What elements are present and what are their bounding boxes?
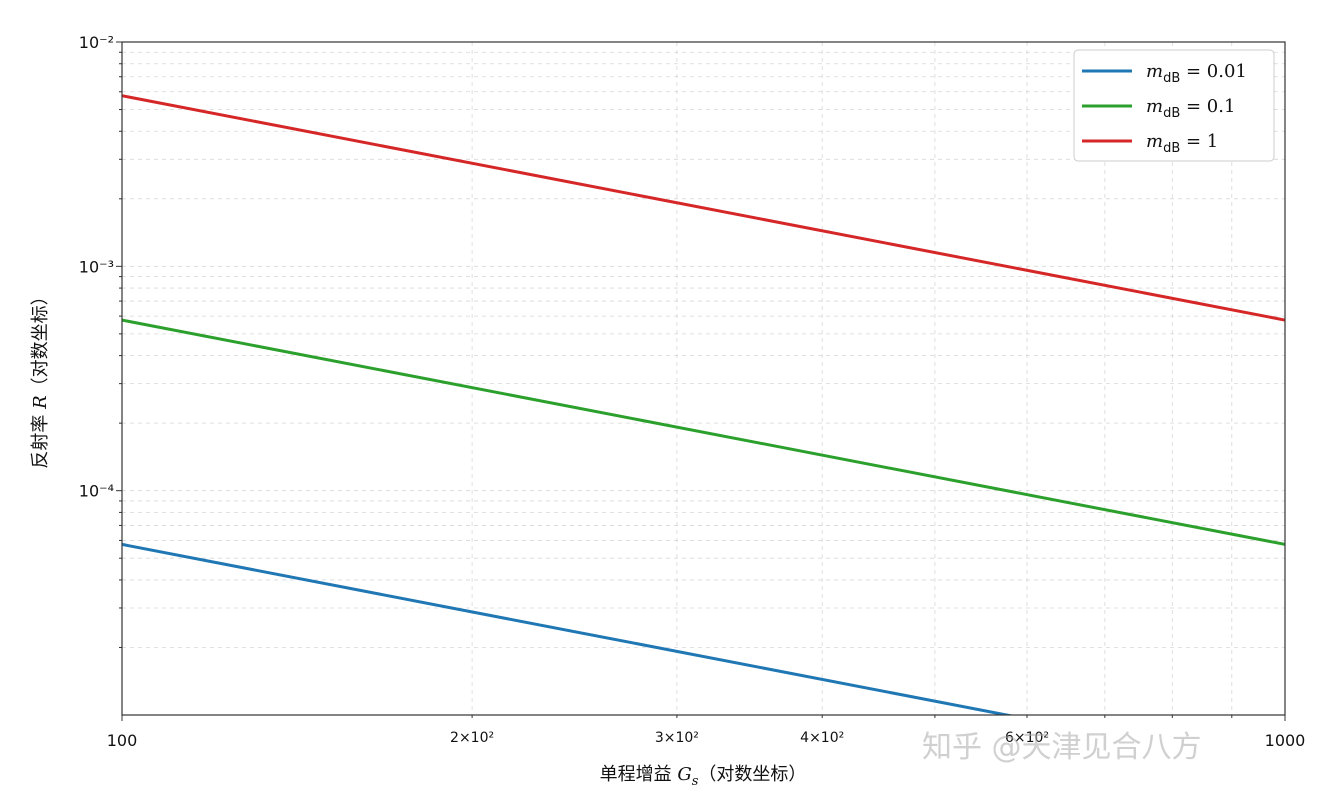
x-minor-tick-label: 6×10² <box>1005 730 1049 746</box>
x-axis-label-prefix: 单程增益 <box>600 764 678 785</box>
legend-label: mdB = 0.1 <box>1146 96 1235 121</box>
y-axis-var: R <box>30 395 51 410</box>
x-minor-tick-label: 2×10² <box>450 730 494 746</box>
x-tick-label: 100 <box>107 731 138 750</box>
axis-ticks: 100 1000 2×10² 3×10² 4×10² 6×10² 10⁻⁴ 10⁻³ 10⁻² <box>79 33 1306 750</box>
watermark-text: 知乎 @天津见合八方 <box>922 730 1202 765</box>
legend: mdB = 0.01 mdB = 0.1 mdB = 1 <box>1073 49 1275 162</box>
y-axis-label-prefix: 反射率 <box>30 409 51 469</box>
x-axis-label: 单程增益 Gs（对数坐标） <box>600 764 807 789</box>
series-line <box>122 94 1285 322</box>
series-group <box>122 94 1285 715</box>
y-tick-label: 10⁻² <box>79 33 114 52</box>
x-axis-var-sub: s <box>692 774 699 789</box>
legend-label: mdB = 0.01 <box>1146 61 1247 86</box>
x-tick-label: 1000 <box>1265 731 1306 750</box>
plot-frame <box>121 41 1286 716</box>
y-axis-label: 反射率 R（对数坐标） <box>30 287 51 468</box>
x-minor-tick-label: 3×10² <box>655 730 699 746</box>
x-minor-tick-label: 4×10² <box>800 730 844 746</box>
x-axis-label-suffix: （对数坐标） <box>698 764 806 785</box>
x-axis-var: G <box>677 764 691 785</box>
legend-box <box>1073 49 1275 162</box>
y-tick-label: 10⁻³ <box>79 257 114 276</box>
y-tick-label: 10⁻⁴ <box>79 482 114 501</box>
y-axis-label-suffix: （对数坐标） <box>30 287 51 395</box>
legend-label: mdB = 1 <box>1146 131 1218 156</box>
series-line <box>122 318 1285 546</box>
series-line <box>122 542 1015 715</box>
